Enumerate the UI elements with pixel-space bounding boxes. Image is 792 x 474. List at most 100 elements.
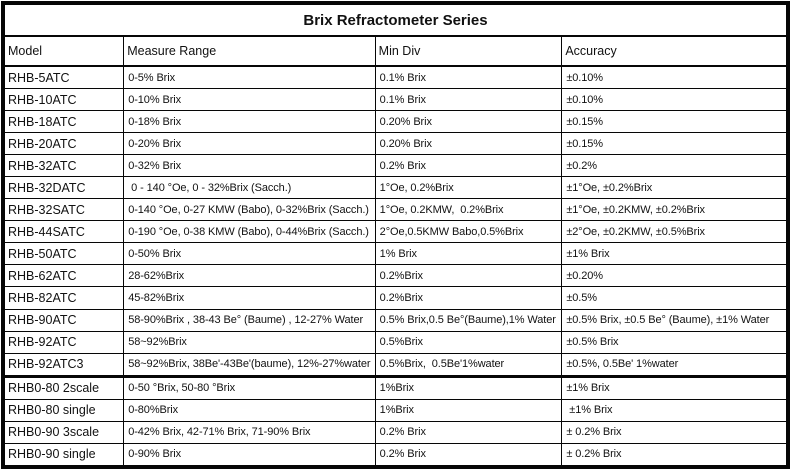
table-row: RHB-92ATC3 58~92%Brix, 38Be'-43Be'(baume)… <box>5 352 786 378</box>
table-row: RHB-18ATC 0-18% Brix 0.20% Brix ±0.15% <box>5 110 786 134</box>
table-cell: 0-5% Brix <box>123 65 376 90</box>
table-cell: 0 - 140 °Oe, 0 - 32%Brix (Sacch.) <box>123 176 376 200</box>
table-cell: 0-50 °Brix, 50-80 °Brix <box>123 375 376 400</box>
model-cell: RHB-82ATC <box>5 286 125 310</box>
table-cell: 0.5%Brix, 0.5Be'1%water <box>374 352 563 378</box>
table-cell: 1% Brix <box>374 242 563 266</box>
table-cell: 1%Brix <box>374 375 563 400</box>
table-cell: 0-10% Brix <box>123 88 376 112</box>
table-cell: 0-50% Brix <box>123 242 376 266</box>
table-row: RHB-5ATC 0-5% Brix 0.1% Brix ±0.10% <box>5 65 786 90</box>
table-cell: 0.5% Brix,0.5 Be°(Baume),1% Water <box>374 308 563 332</box>
model-cell: RHB-50ATC <box>5 242 125 266</box>
model-cell: RHB0-80 single <box>5 398 125 422</box>
table-cell: 0.2% Brix <box>374 442 563 465</box>
table-cell: ± 0.2% Brix <box>561 420 786 444</box>
model-cell: RHB-32DATC <box>5 176 125 200</box>
table-cell: 0-80%Brix <box>123 398 376 422</box>
table-cell: ±0.15% <box>561 132 786 156</box>
table-cell: 0-20% Brix <box>123 132 376 156</box>
model-cell: RHB-32ATC <box>5 154 125 178</box>
column-header-accuracy: Accuracy <box>561 37 786 67</box>
table-cell: 0.20% Brix <box>374 132 563 156</box>
model-cell: RHB-18ATC <box>5 110 125 134</box>
model-cell: RHB-10ATC <box>5 88 125 112</box>
table-cell: ±0.5% Brix <box>561 330 786 354</box>
table-cell: 28-62%Brix <box>123 264 376 288</box>
table-row: RHB-20ATC 0-20% Brix 0.20% Brix ±0.15% <box>5 132 786 156</box>
model-cell: RHB0-90 3scale <box>5 420 125 444</box>
table-row: RHB-32DATC 0 - 140 °Oe, 0 - 32%Brix (Sac… <box>5 176 786 200</box>
table-row: RHB0-80 single 0-80%Brix 1%Brix ±1% Brix <box>5 398 786 422</box>
table-cell: ±1% Brix <box>561 375 786 400</box>
table-cell: ±0.2% <box>561 154 786 178</box>
table-row: RHB-32ATC 0-32% Brix 0.2% Brix ±0.2% <box>5 154 786 178</box>
table-row: RHB-82ATC 45-82%Brix 0.2%Brix ±0.5% <box>5 286 786 310</box>
model-cell: RHB-90ATC <box>5 308 125 332</box>
model-cell: RHB0-80 2scale <box>5 375 125 400</box>
table-cell: ±2°Oe, ±0.2KMW, ±0.5%Brix <box>561 220 786 244</box>
table-row: RHB-10ATC 0-10% Brix 0.1% Brix ±0.10% <box>5 88 786 112</box>
table-cell: 0-140 °Oe, 0-27 KMW (Babo), 0-32%Brix (S… <box>123 198 376 222</box>
model-cell: RHB-32SATC <box>5 198 125 222</box>
column-header-min-div: Min Div <box>374 37 563 67</box>
table-cell: ±0.5% <box>561 286 786 310</box>
table-cell: 0.2% Brix <box>374 154 563 178</box>
column-header-measure-range: Measure Range <box>123 37 376 67</box>
table-cell: 1°Oe, 0.2KMW, 0.2%Brix <box>374 198 563 222</box>
table-row: RHB-90ATC 58-90%Brix , 38-43 Be° (Baume) … <box>5 308 786 332</box>
table-row: RHB-62ATC 28-62%Brix 0.2%Brix ±0.20% <box>5 264 786 288</box>
table-cell: ± 0.2% Brix <box>561 442 786 465</box>
table-cell: 0.5%Brix <box>374 330 563 354</box>
table-cell: ±1°Oe, ±0.2%Brix <box>561 176 786 200</box>
table-row: RHB0-80 2scale 0-50 °Brix, 50-80 °Brix 1%B… <box>5 375 786 400</box>
page-title: Brix Refractometer Series <box>5 5 786 37</box>
table-cell: 45-82%Brix <box>123 286 376 310</box>
table-cell: 58-90%Brix , 38-43 Be° (Baume) , 12-27% … <box>123 308 376 332</box>
table-cell: 0-42% Brix, 42-71% Brix, 71-90% Brix <box>123 420 376 444</box>
model-cell: RHB-5ATC <box>5 65 125 90</box>
table-cell: 0-90% Brix <box>123 442 376 465</box>
table-cell: ±1% Brix <box>561 242 786 266</box>
column-header-model: Model <box>5 37 125 67</box>
table-cell: 58~92%Brix <box>123 330 376 354</box>
table-cell: 0.2%Brix <box>374 264 563 288</box>
table-cell: ±1% Brix <box>561 398 786 422</box>
table-cell: ±1°Oe, ±0.2KMW, ±0.2%Brix <box>561 198 786 222</box>
model-cell: RHB-92ATC3 <box>5 352 125 378</box>
table-cell: 0.1% Brix <box>374 88 563 112</box>
table-cell: 0.2%Brix <box>374 286 563 310</box>
table-cell: 0-190 °Oe, 0-38 KMW (Babo), 0-44%Brix (S… <box>123 220 376 244</box>
table-cell: ±0.20% <box>561 264 786 288</box>
table-row: RHB0-90 3scale 0-42% Brix, 42-71% Brix, 7… <box>5 420 786 444</box>
table-cell: ±0.5% Brix, ±0.5 Be° (Baume), ±1% Water <box>561 308 786 332</box>
table-row: RHB-44SATC 0-190 °Oe, 0-38 KMW (Babo), 0-… <box>5 220 786 244</box>
table-cell: 0-32% Brix <box>123 154 376 178</box>
table-cell: 1°Oe, 0.2%Brix <box>374 176 563 200</box>
model-cell: RHB-44SATC <box>5 220 125 244</box>
table-cell: 58~92%Brix, 38Be'-43Be'(baume), 12%-27%w… <box>123 352 376 378</box>
header-row: Model Measure Range Min Div Accuracy <box>5 37 786 67</box>
model-cell: RHB-20ATC <box>5 132 125 156</box>
table-cell: 0.2% Brix <box>374 420 563 444</box>
table-row: RHB-32SATC 0-140 °Oe, 0-27 KMW (Babo), 0-… <box>5 198 786 222</box>
table-cell: 0-18% Brix <box>123 110 376 134</box>
model-cell: RHB-62ATC <box>5 264 125 288</box>
table-cell: 1%Brix <box>374 398 563 422</box>
table-cell: ±0.15% <box>561 110 786 134</box>
table-body: RHB-5ATC 0-5% Brix 0.1% Brix ±0.10% RHB-10AT… <box>5 65 786 465</box>
table-cell: 0.20% Brix <box>374 110 563 134</box>
spec-table: Model Measure Range Min Div Accuracy RHB-5A… <box>5 37 786 465</box>
table-row: RHB-92ATC 58~92%Brix 0.5%Brix ±0.5% Brix <box>5 330 786 354</box>
model-cell: RHB-92ATC <box>5 330 125 354</box>
table-row: RHB-50ATC 0-50% Brix 1% Brix ±1% Brix <box>5 242 786 266</box>
table-cell: ±0.10% <box>561 65 786 90</box>
table-cell: 2°Oe,0.5KMW Babo,0.5%Brix <box>374 220 563 244</box>
table-cell: 0.1% Brix <box>374 65 563 90</box>
model-cell: RHB0-90 single <box>5 442 125 465</box>
table-row: RHB0-90 single 0-90% Brix 0.2% Brix ± 0.2% … <box>5 442 786 465</box>
table-cell: ±0.10% <box>561 88 786 112</box>
table-cell: ±0.5%, 0.5Be' 1%water <box>561 352 786 378</box>
